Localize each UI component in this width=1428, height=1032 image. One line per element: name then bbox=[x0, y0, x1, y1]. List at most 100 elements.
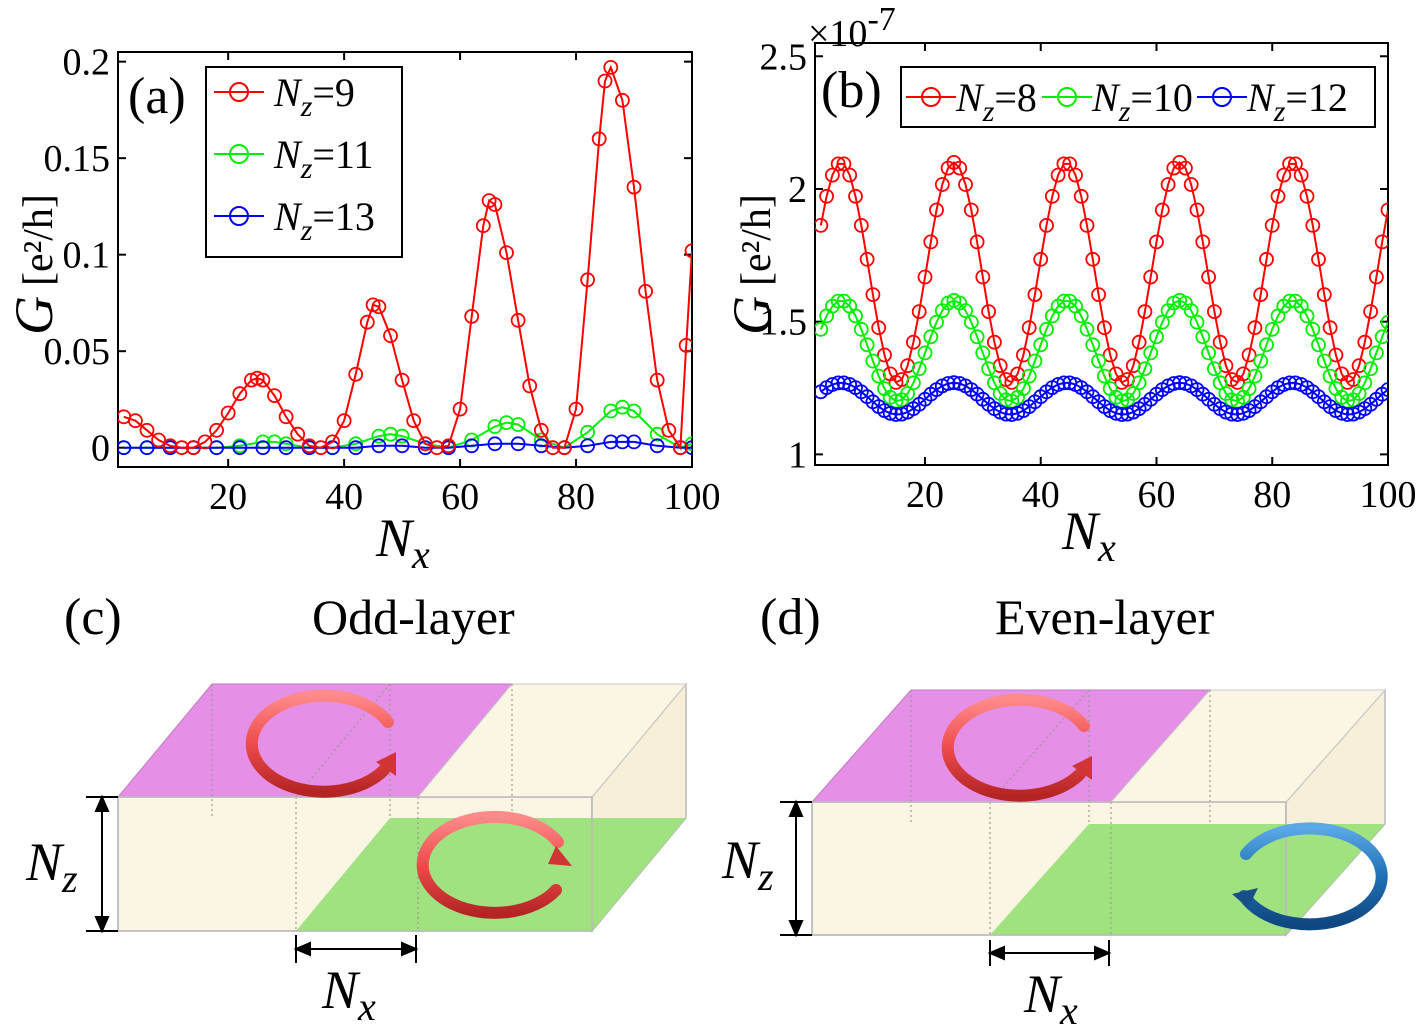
data-point bbox=[1357, 375, 1373, 391]
data-point bbox=[1264, 217, 1280, 233]
data-point bbox=[371, 299, 387, 315]
panel-c-label: (c) bbox=[64, 589, 122, 646]
legend-marker bbox=[1057, 87, 1077, 107]
data-point bbox=[185, 440, 201, 456]
x-tick-label: 80 bbox=[1253, 474, 1291, 516]
data-point bbox=[1380, 314, 1388, 330]
data-point bbox=[1039, 321, 1054, 337]
data-point bbox=[1039, 217, 1054, 233]
series-line bbox=[123, 440, 692, 449]
data-point bbox=[568, 401, 584, 417]
data-point bbox=[1357, 334, 1373, 350]
data-point bbox=[162, 438, 178, 454]
y-tick-label: 0.1 bbox=[63, 235, 111, 277]
data-point bbox=[429, 440, 445, 456]
data-point bbox=[1050, 167, 1066, 183]
data-point bbox=[649, 438, 665, 454]
panel-d-nz-label: Nz bbox=[721, 830, 774, 899]
data-point bbox=[1201, 345, 1216, 361]
data-point bbox=[825, 167, 840, 183]
y-tick-label: 0.2 bbox=[63, 42, 111, 84]
data-point bbox=[1369, 345, 1384, 361]
nx-dimension-d bbox=[987, 940, 1112, 966]
data-point bbox=[1212, 334, 1228, 350]
data-point bbox=[1374, 234, 1388, 250]
data-point bbox=[1016, 381, 1031, 397]
data-point bbox=[1091, 353, 1106, 369]
data-point bbox=[1299, 188, 1315, 204]
data-point bbox=[255, 372, 271, 388]
data-point bbox=[209, 422, 225, 438]
data-point bbox=[969, 329, 985, 345]
bottom-green-face bbox=[296, 818, 686, 931]
data-point bbox=[118, 440, 132, 456]
data-point bbox=[1253, 353, 1269, 369]
data-point bbox=[475, 218, 491, 234]
legend-entry: Nz=9 bbox=[273, 70, 355, 123]
panel-c-nz-label: Nz bbox=[25, 832, 78, 901]
data-point bbox=[661, 422, 677, 438]
data-point bbox=[209, 440, 225, 456]
data-point bbox=[952, 160, 968, 176]
data-point bbox=[906, 334, 921, 350]
data-point bbox=[1056, 156, 1072, 172]
data-point bbox=[1010, 366, 1025, 382]
x-tick-label: 40 bbox=[1022, 474, 1060, 516]
data-point bbox=[684, 440, 692, 456]
legend-entry: Nz=12 bbox=[1246, 75, 1348, 128]
data-point bbox=[923, 329, 939, 345]
data-point bbox=[853, 321, 869, 337]
panel-a-axes-box bbox=[117, 51, 693, 468]
data-point bbox=[1247, 368, 1263, 384]
data-point bbox=[533, 422, 549, 438]
data-point bbox=[452, 401, 468, 417]
data-point bbox=[1097, 368, 1112, 384]
circulation-arrow-top-red-d bbox=[941, 693, 1092, 802]
data-point bbox=[1276, 167, 1292, 183]
data-point bbox=[499, 415, 514, 431]
panel-d-title: Even-layer bbox=[995, 589, 1215, 645]
data-point bbox=[1322, 320, 1338, 336]
data-point bbox=[1178, 160, 1193, 176]
data-point bbox=[649, 372, 665, 388]
data-point bbox=[911, 304, 927, 320]
data-point bbox=[987, 334, 1002, 350]
data-point bbox=[394, 428, 410, 444]
data-point bbox=[638, 283, 653, 299]
y-tick-label: 1 bbox=[788, 434, 807, 476]
data-point bbox=[487, 197, 503, 212]
data-point bbox=[545, 440, 561, 456]
data-point bbox=[557, 440, 572, 456]
data-point bbox=[1207, 304, 1222, 320]
data-point bbox=[911, 361, 927, 377]
data-point bbox=[1316, 353, 1332, 369]
data-point bbox=[1050, 377, 1066, 392]
data-point bbox=[1033, 337, 1049, 353]
data-point bbox=[1247, 320, 1263, 336]
data-point bbox=[1259, 251, 1274, 267]
data-point bbox=[1131, 375, 1147, 391]
data-point bbox=[1183, 303, 1199, 319]
x-tick-label: 80 bbox=[557, 476, 595, 518]
panel-a-xlabel: Nx bbox=[375, 508, 430, 577]
data-point bbox=[1189, 202, 1205, 218]
data-point bbox=[1259, 337, 1274, 353]
data-point bbox=[859, 251, 875, 267]
x-tick-label: 100 bbox=[664, 476, 721, 518]
data-point bbox=[1154, 202, 1170, 218]
data-point bbox=[348, 436, 364, 452]
data-point bbox=[1374, 329, 1388, 345]
data-point bbox=[597, 73, 613, 89]
data-point bbox=[929, 314, 944, 330]
circulation-arrow-bottom-blue bbox=[1232, 822, 1388, 931]
data-point bbox=[1282, 375, 1297, 391]
data-point bbox=[859, 337, 875, 353]
data-point bbox=[940, 376, 956, 391]
data-point bbox=[348, 440, 364, 456]
x-tick-label: 20 bbox=[209, 476, 247, 518]
data-point bbox=[853, 217, 869, 233]
data-point bbox=[1085, 251, 1101, 267]
data-point bbox=[220, 405, 236, 421]
panel-b-legend: Nz=8 Nz=10 Nz=12 bbox=[900, 66, 1376, 128]
data-point bbox=[1224, 406, 1240, 422]
